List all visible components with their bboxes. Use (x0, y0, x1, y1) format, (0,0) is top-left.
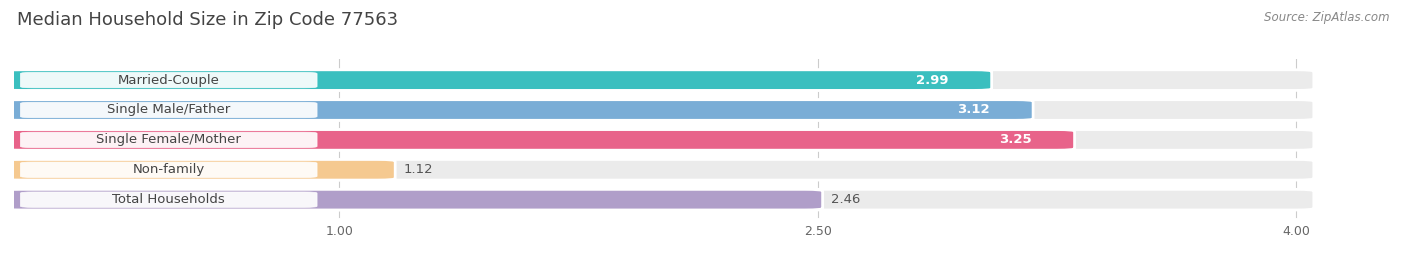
FancyBboxPatch shape (3, 70, 991, 90)
Text: Non-family: Non-family (132, 163, 205, 176)
FancyBboxPatch shape (3, 100, 1033, 120)
Text: 2.99: 2.99 (917, 74, 949, 87)
FancyBboxPatch shape (3, 189, 1313, 210)
FancyBboxPatch shape (3, 189, 823, 210)
FancyBboxPatch shape (3, 130, 1313, 150)
FancyBboxPatch shape (21, 102, 318, 118)
FancyBboxPatch shape (3, 130, 1074, 150)
Text: Married-Couple: Married-Couple (118, 74, 219, 87)
FancyBboxPatch shape (3, 160, 395, 180)
Text: Single Female/Mother: Single Female/Mother (97, 133, 242, 146)
Text: Median Household Size in Zip Code 77563: Median Household Size in Zip Code 77563 (17, 11, 398, 29)
FancyBboxPatch shape (3, 160, 1313, 180)
Text: 3.25: 3.25 (998, 133, 1032, 146)
Text: 1.12: 1.12 (404, 163, 433, 176)
FancyBboxPatch shape (21, 132, 318, 148)
FancyBboxPatch shape (3, 70, 1313, 90)
FancyBboxPatch shape (3, 100, 1313, 120)
Text: Single Male/Father: Single Male/Father (107, 104, 231, 116)
Text: 2.46: 2.46 (831, 193, 860, 206)
Text: Source: ZipAtlas.com: Source: ZipAtlas.com (1264, 11, 1389, 24)
Text: 3.12: 3.12 (957, 104, 990, 116)
FancyBboxPatch shape (21, 192, 318, 207)
FancyBboxPatch shape (21, 72, 318, 88)
Text: Total Households: Total Households (112, 193, 225, 206)
FancyBboxPatch shape (21, 162, 318, 178)
